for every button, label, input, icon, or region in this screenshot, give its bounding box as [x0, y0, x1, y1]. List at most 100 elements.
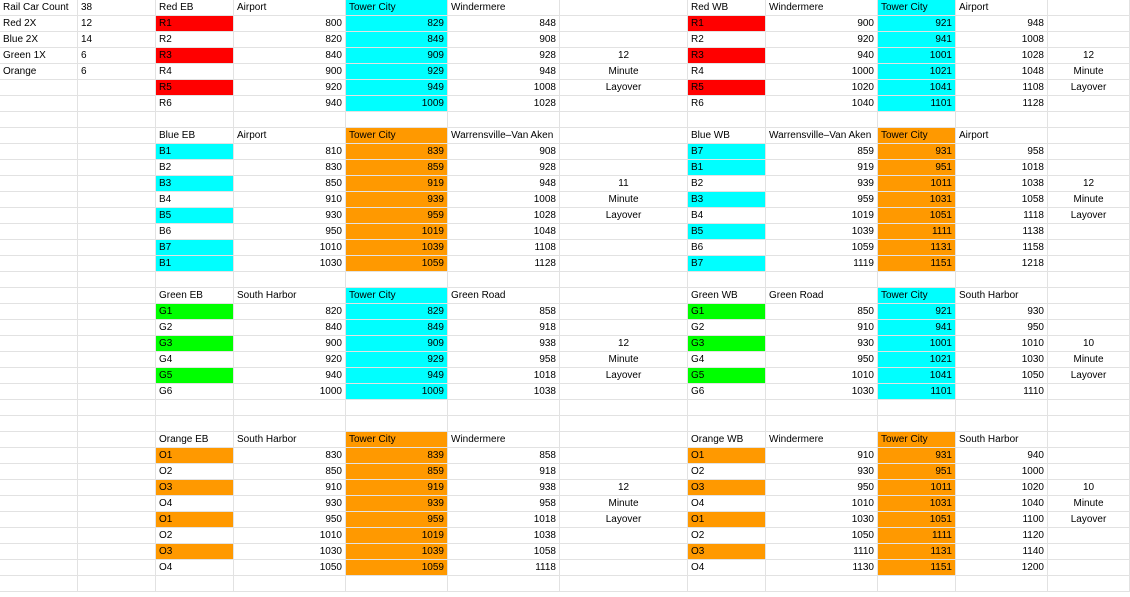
block-title[interactable]: Green WB	[688, 288, 766, 304]
time-cell-hub[interactable]: 941	[878, 32, 956, 48]
car-id[interactable]: O1	[156, 512, 234, 528]
time-cell[interactable]: 950	[766, 480, 878, 496]
time-cell[interactable]: 1000	[956, 464, 1048, 480]
column-header-hub[interactable]: Tower City	[878, 0, 956, 16]
time-cell-hub[interactable]: 939	[346, 496, 448, 512]
empty-cell[interactable]	[0, 336, 78, 352]
block-title[interactable]: Red WB	[688, 0, 766, 16]
empty-cell[interactable]	[78, 80, 156, 96]
empty-cell[interactable]	[0, 256, 78, 272]
empty-cell[interactable]	[1048, 272, 1130, 288]
empty-cell[interactable]	[1048, 448, 1130, 464]
car-id[interactable]: R4	[156, 64, 234, 80]
time-cell[interactable]: 1019	[766, 208, 878, 224]
time-cell-hub[interactable]: 829	[346, 16, 448, 32]
time-cell-hub[interactable]: 931	[878, 448, 956, 464]
empty-cell[interactable]	[0, 464, 78, 480]
time-cell[interactable]: 1030	[234, 544, 346, 560]
layover-note[interactable]: 10	[1048, 336, 1130, 352]
time-cell[interactable]: 1038	[956, 176, 1048, 192]
empty-cell[interactable]	[1048, 320, 1130, 336]
time-cell[interactable]: 930	[234, 208, 346, 224]
empty-cell[interactable]	[0, 544, 78, 560]
time-cell[interactable]: 1028	[448, 96, 560, 112]
empty-cell[interactable]	[78, 160, 156, 176]
time-cell-hub[interactable]: 1151	[878, 256, 956, 272]
empty-cell[interactable]	[560, 240, 688, 256]
time-cell[interactable]: 1048	[448, 224, 560, 240]
car-id[interactable]: O3	[156, 480, 234, 496]
time-cell[interactable]: 1030	[234, 256, 346, 272]
time-cell[interactable]: 1100	[956, 512, 1048, 528]
empty-cell[interactable]	[560, 224, 688, 240]
car-id[interactable]: O1	[688, 512, 766, 528]
car-id[interactable]: O4	[156, 496, 234, 512]
empty-cell[interactable]	[766, 416, 878, 432]
empty-cell[interactable]	[560, 560, 688, 576]
layover-note[interactable]: Minute	[560, 64, 688, 80]
column-header[interactable]: Windermere	[448, 432, 560, 448]
empty-cell[interactable]	[878, 416, 956, 432]
time-cell[interactable]: 1010	[234, 528, 346, 544]
empty-cell[interactable]	[560, 528, 688, 544]
time-cell[interactable]: 918	[448, 464, 560, 480]
time-cell-hub[interactable]: 1001	[878, 336, 956, 352]
summary-label[interactable]: Blue 2X	[0, 32, 78, 48]
time-cell[interactable]: 1048	[956, 64, 1048, 80]
empty-cell[interactable]	[346, 576, 448, 592]
block-title[interactable]: Green EB	[156, 288, 234, 304]
empty-cell[interactable]	[1048, 112, 1130, 128]
car-id[interactable]: G6	[156, 384, 234, 400]
time-cell[interactable]: 1138	[956, 224, 1048, 240]
time-cell[interactable]: 930	[766, 336, 878, 352]
column-header[interactable]: Green Road	[766, 288, 878, 304]
time-cell[interactable]: 948	[956, 16, 1048, 32]
empty-cell[interactable]	[1048, 144, 1130, 160]
time-cell-hub[interactable]: 959	[346, 512, 448, 528]
car-id[interactable]: G5	[688, 368, 766, 384]
time-cell[interactable]: 1010	[956, 336, 1048, 352]
empty-cell[interactable]	[560, 144, 688, 160]
time-cell-hub[interactable]: 1111	[878, 224, 956, 240]
car-id[interactable]: R5	[688, 80, 766, 96]
column-header-hub[interactable]: Tower City	[878, 288, 956, 304]
empty-cell[interactable]	[956, 112, 1048, 128]
time-cell-hub[interactable]: 839	[346, 144, 448, 160]
empty-cell[interactable]	[1048, 384, 1130, 400]
car-id[interactable]: R4	[688, 64, 766, 80]
time-cell[interactable]: 900	[234, 64, 346, 80]
time-cell[interactable]: 1030	[766, 512, 878, 528]
time-cell[interactable]: 820	[234, 32, 346, 48]
time-cell[interactable]: 940	[956, 448, 1048, 464]
layover-note[interactable]: Layover	[560, 368, 688, 384]
empty-cell[interactable]	[1048, 256, 1130, 272]
time-cell[interactable]: 910	[234, 192, 346, 208]
empty-cell[interactable]	[560, 384, 688, 400]
column-header[interactable]: South Harbor	[956, 288, 1048, 304]
empty-cell[interactable]	[0, 432, 78, 448]
time-cell[interactable]: 840	[234, 48, 346, 64]
empty-cell[interactable]	[78, 272, 156, 288]
layover-note[interactable]: Minute	[1048, 352, 1130, 368]
column-header[interactable]: Windermere	[766, 0, 878, 16]
time-cell[interactable]: 850	[234, 464, 346, 480]
time-cell[interactable]: 1010	[234, 240, 346, 256]
column-header[interactable]: South Harbor	[234, 432, 346, 448]
empty-cell[interactable]	[0, 400, 78, 416]
empty-cell[interactable]	[156, 576, 234, 592]
time-cell-hub[interactable]: 949	[346, 80, 448, 96]
time-cell-hub[interactable]: 1059	[346, 560, 448, 576]
layover-note[interactable]: Layover	[560, 512, 688, 528]
column-header-hub[interactable]: Tower City	[346, 288, 448, 304]
empty-cell[interactable]	[1048, 464, 1130, 480]
layover-note[interactable]: 10	[1048, 480, 1130, 496]
layover-note[interactable]: 12	[560, 48, 688, 64]
time-cell[interactable]: 1020	[766, 80, 878, 96]
column-header-hub[interactable]: Tower City	[346, 432, 448, 448]
time-cell-hub[interactable]: 941	[878, 320, 956, 336]
empty-cell[interactable]	[1048, 400, 1130, 416]
time-cell[interactable]: 1059	[766, 240, 878, 256]
time-cell-hub[interactable]: 1041	[878, 368, 956, 384]
empty-cell[interactable]	[78, 384, 156, 400]
time-cell[interactable]: 920	[234, 352, 346, 368]
